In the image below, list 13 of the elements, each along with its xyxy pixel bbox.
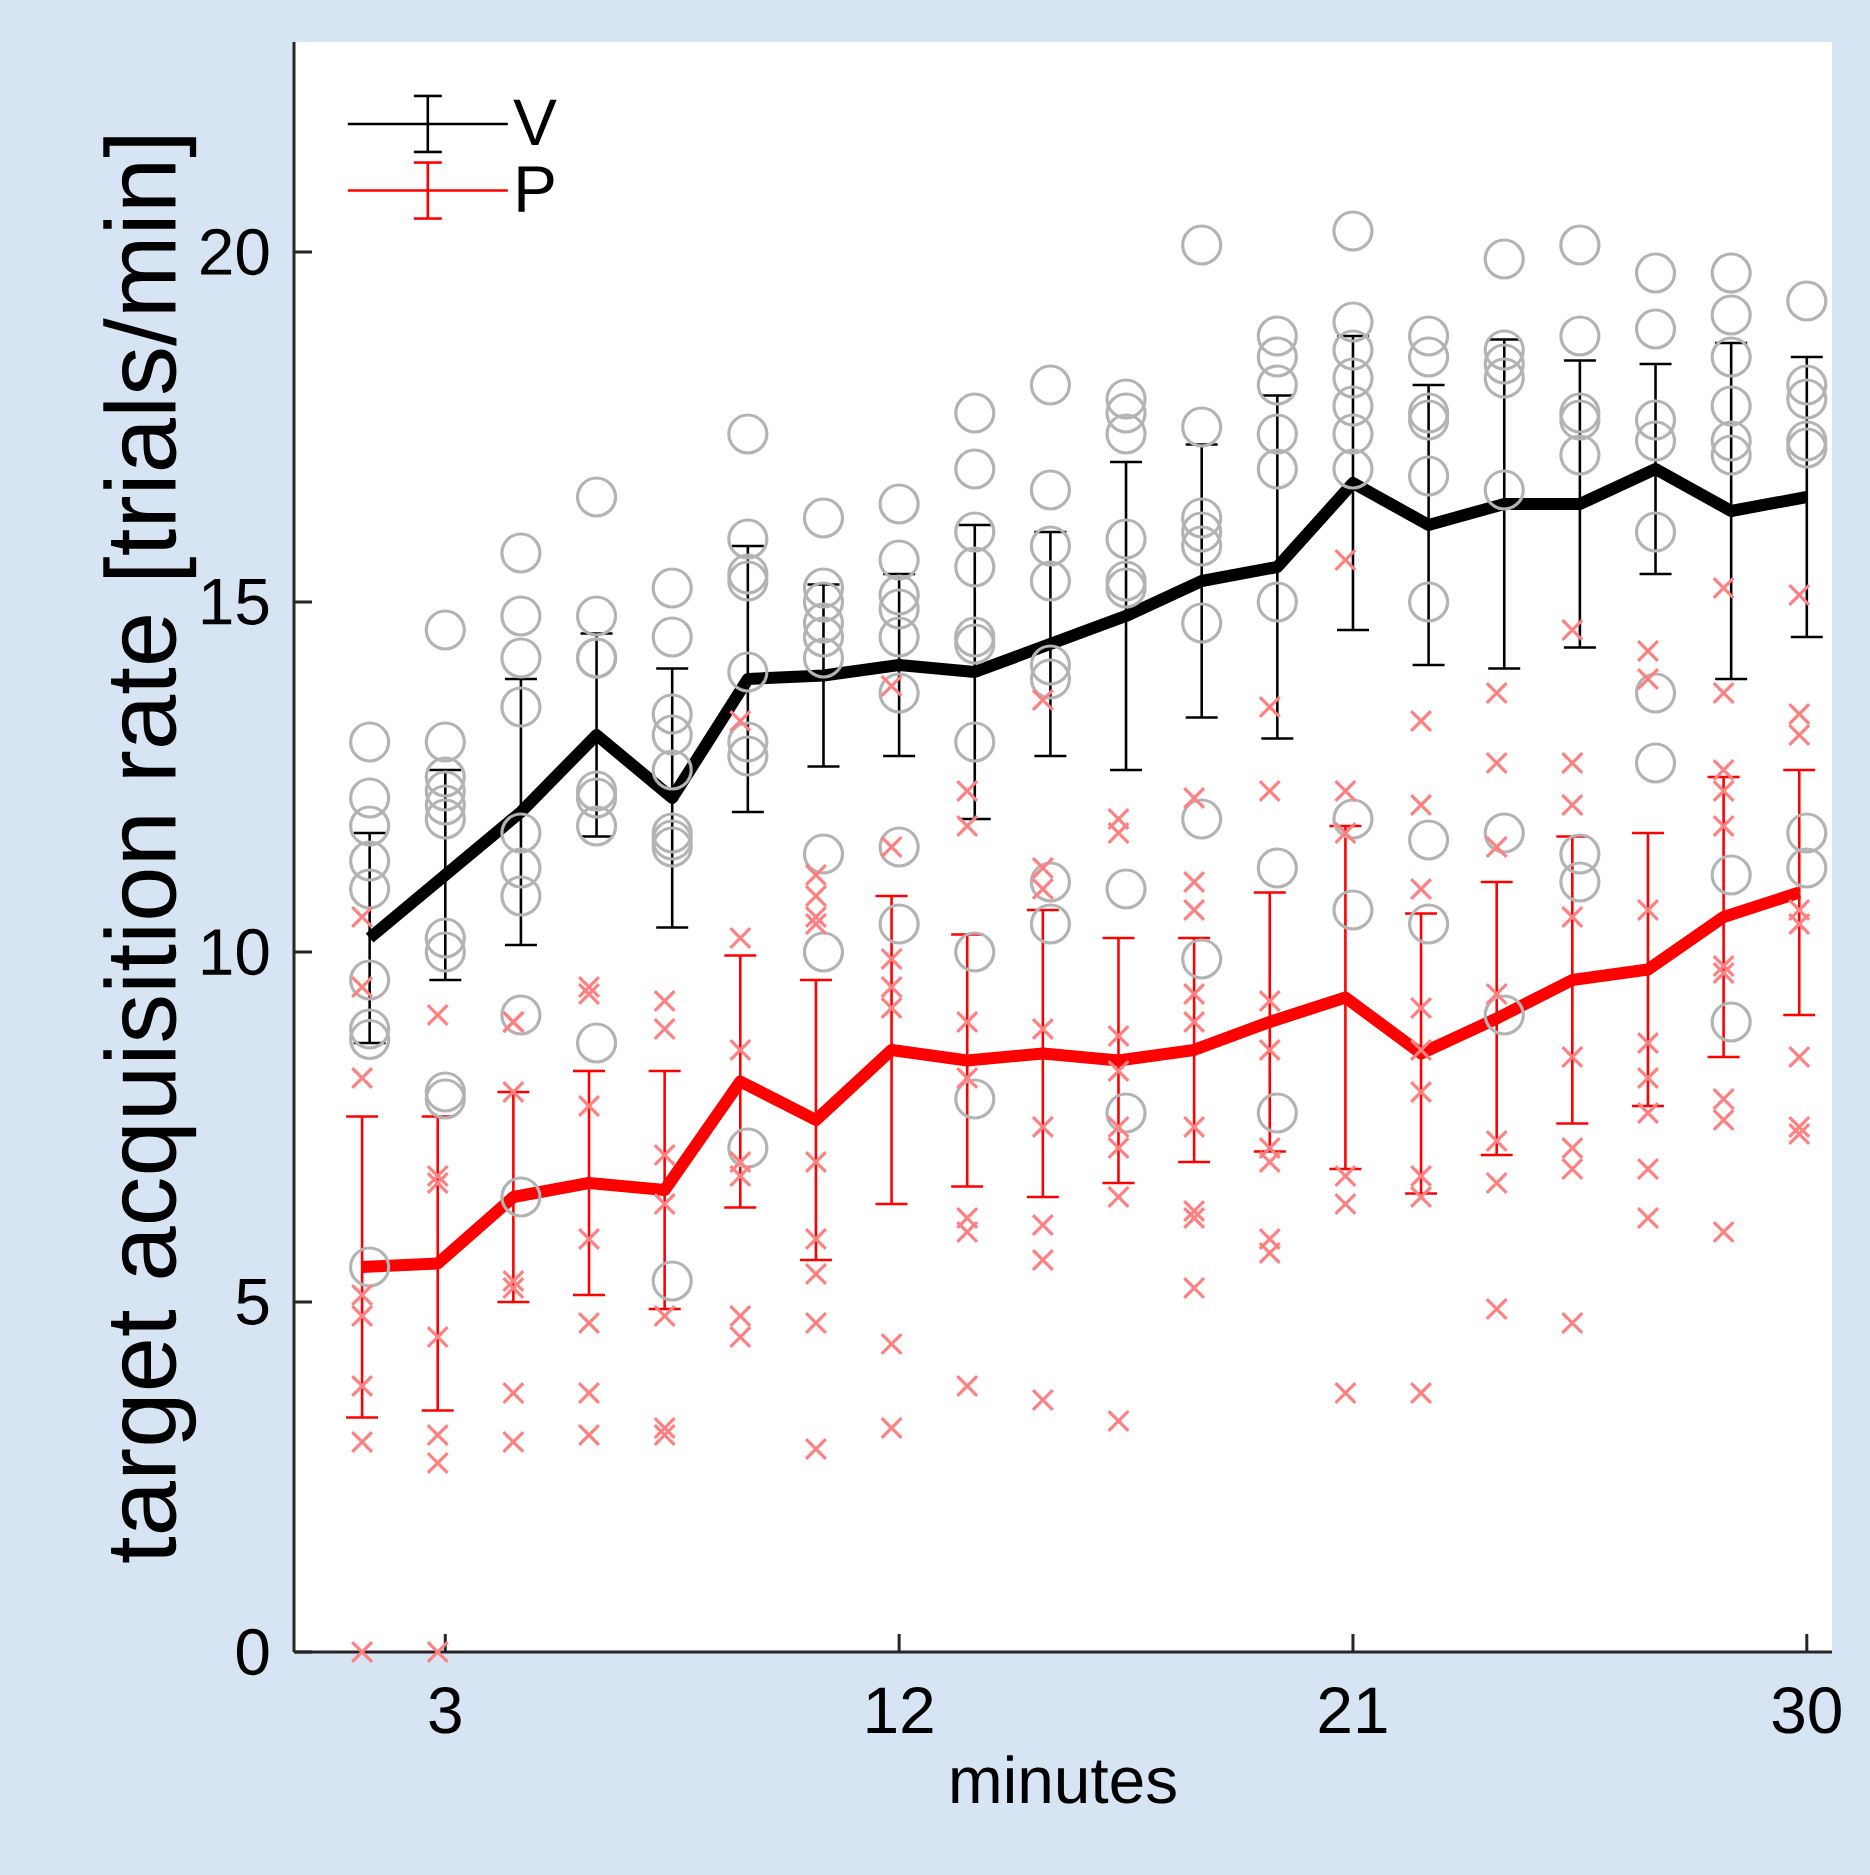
x-tick-label: 21 xyxy=(1319,1687,1387,1733)
legend-label: V xyxy=(513,99,557,146)
y-tick-label: 0 xyxy=(236,1628,269,1676)
y-tick-label: 10 xyxy=(202,928,269,976)
y-tick-label: 5 xyxy=(237,1279,269,1325)
y-tick-label: 20 xyxy=(201,228,269,276)
x-tick-label: 30 xyxy=(1772,1687,1841,1734)
x-axis-title: minutes xyxy=(952,1755,1176,1804)
x-tick-label: 12 xyxy=(867,1687,933,1733)
y-axis-title: target acquisition rate [trials/min] xyxy=(103,137,197,1563)
y-tick-label: 15 xyxy=(202,579,269,625)
x-tick-label: 3 xyxy=(429,1687,461,1734)
legend-label: P xyxy=(518,166,554,212)
